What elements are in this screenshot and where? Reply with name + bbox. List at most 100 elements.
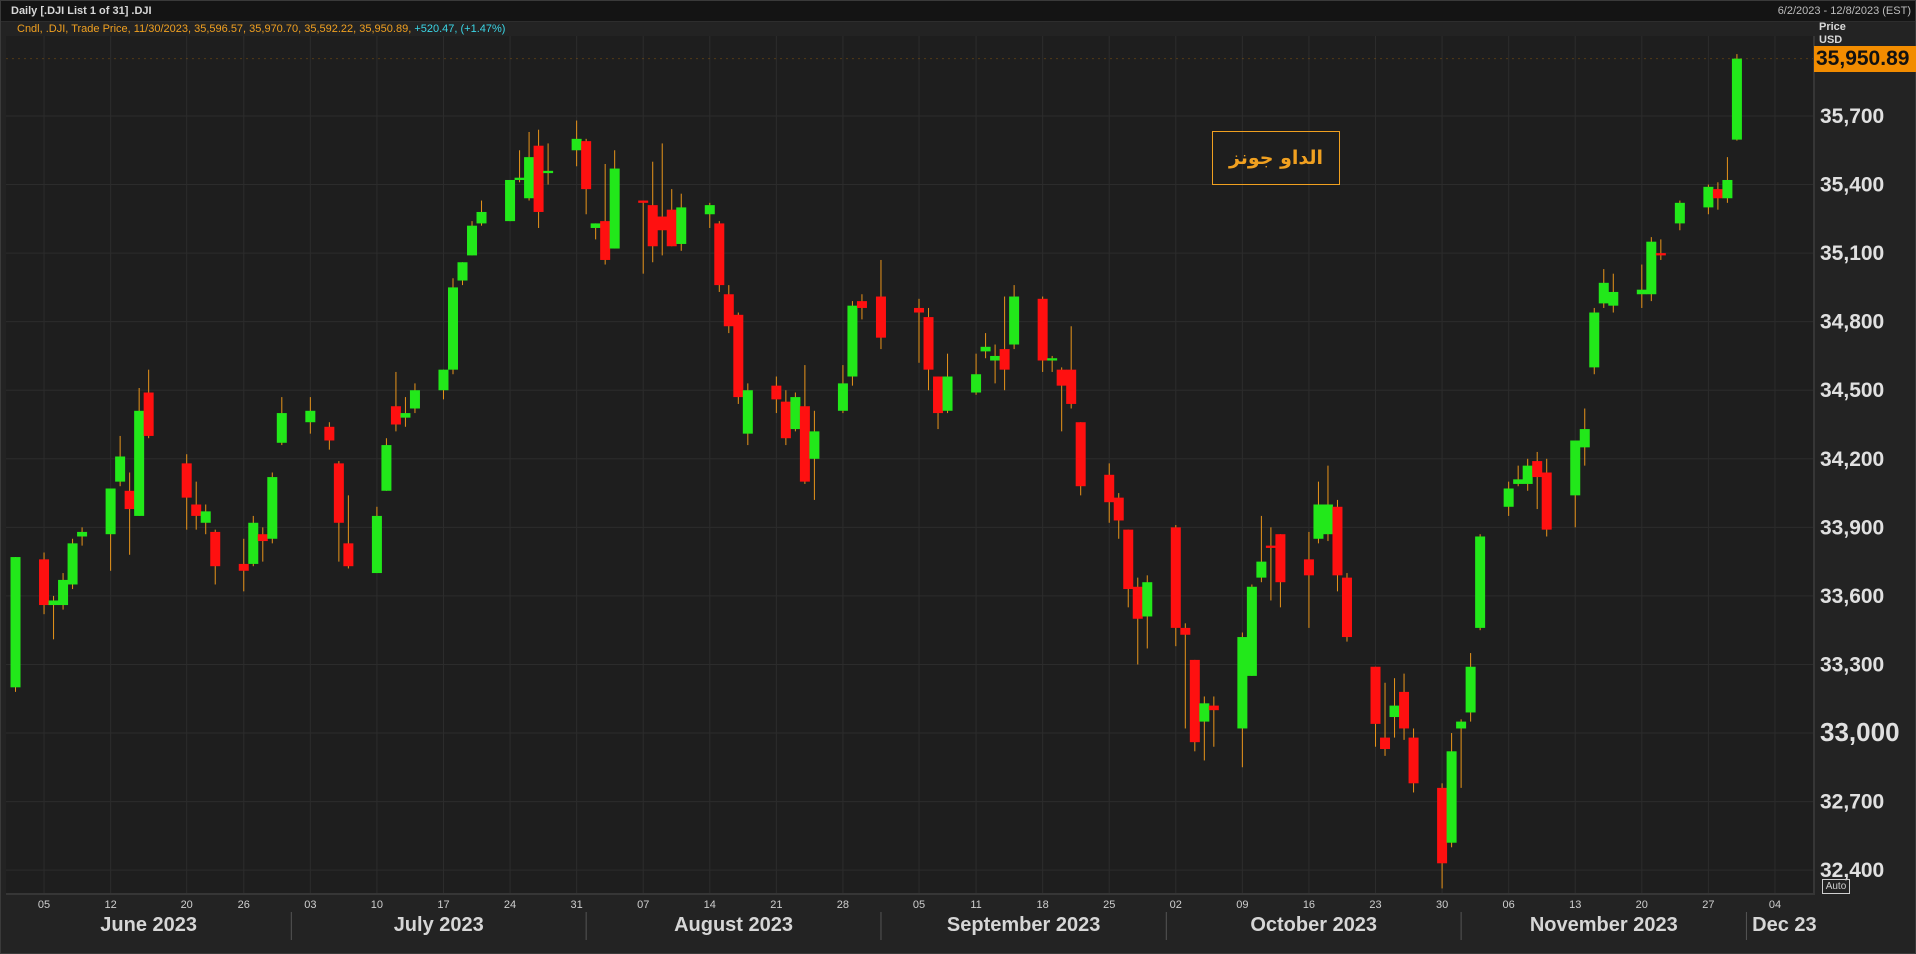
day-tick-label: 20 [1636,899,1648,911]
candle-up [990,355,1001,361]
candle-down [914,307,925,313]
day-tick-label: 09 [1236,899,1248,911]
candle-up [676,207,687,244]
day-tick-label: 27 [1702,899,1714,911]
candle-down [1265,545,1276,548]
day-tick-label: 13 [1569,899,1581,911]
day-tick-label: 25 [1103,899,1115,911]
month-label: July 2023 [394,914,484,936]
candle-up [790,397,801,430]
candle-down [1132,586,1143,619]
price-tick-label: 33,600 [1820,585,1884,608]
candle-up [942,376,953,411]
month-label: August 2023 [674,914,793,936]
candle-down [1399,691,1410,729]
candle-down [1056,369,1067,386]
candle-up [1322,504,1333,535]
candle-up [1313,504,1324,539]
candle-down [714,223,725,286]
candle-up [1456,721,1467,729]
price-axis-unit: USD [1819,34,1843,46]
candle-down [638,200,649,203]
candle-up [1731,58,1742,140]
day-tick-label: 24 [504,899,516,911]
day-tick-label: 04 [1769,899,1781,911]
ohlc-legend: Cndl, .DJI, Trade Price, 11/30/2023, 35,… [17,23,505,35]
day-tick-label: 07 [637,899,649,911]
price-tick-label: 33,300 [1820,653,1884,676]
candle-up [1579,429,1590,448]
candle-down [1275,534,1286,583]
candle-up [1636,289,1647,295]
candle-down [210,531,221,567]
day-tick-label: 26 [238,899,250,911]
candle-up [48,600,59,606]
candle-down [1208,705,1219,711]
candle-up [438,369,449,391]
legend-ohlc-text: Cndl, .DJI, Trade Price, 11/30/2023, 35,… [17,23,412,35]
candle-up [1142,582,1153,617]
day-tick-label: 16 [1303,899,1315,911]
candle-down [1170,527,1181,628]
candle-up [1513,479,1524,484]
candle-down [600,221,611,260]
candle-up [200,511,211,523]
candle-up [248,522,259,564]
candle-down [1075,422,1086,487]
candle-up [1674,202,1685,224]
candle-up [590,223,601,228]
day-tick-label: 21 [770,899,782,911]
month-label: Dec 23 [1752,914,1817,936]
candle-down [1066,369,1077,404]
day-tick-label: 10 [371,899,383,911]
price-tick-label: 34,200 [1820,448,1884,471]
candle-down [771,385,782,400]
candle-up [1646,241,1657,295]
candle-down [780,401,791,439]
candle-down [533,145,544,212]
candle-up [67,543,78,585]
candle-down [191,504,202,516]
candle-down [343,543,354,567]
candle-up [1598,282,1609,304]
candle-down [1341,577,1352,638]
month-label: June 2023 [100,914,197,936]
candle-down [799,406,810,482]
candle-down [1332,506,1343,576]
legend-change-text: +520.47, (+1.47%) [414,23,506,35]
candle-down [238,563,249,571]
price-tick-label: 32,400 [1820,859,1884,882]
day-tick-label: 11 [970,899,981,911]
annotation-box[interactable]: الداو جونز [1212,131,1340,185]
day-tick-label: 17 [437,899,449,911]
candle-down [1037,298,1048,361]
candle-up [305,410,316,423]
price-axis-header: Price USD [1819,21,1846,47]
candle-up [704,205,715,215]
auto-scale-button[interactable]: Auto [1822,879,1850,894]
candle-up [980,346,991,352]
candle-up [809,431,820,459]
candle-down [999,349,1010,370]
candle-down [1113,497,1124,521]
price-tick-label: 34,800 [1820,311,1884,334]
candle-up [571,138,582,151]
day-tick-label: 28 [837,899,849,911]
candle-down [1303,559,1314,576]
day-tick-label: 18 [1037,899,1049,911]
price-tick-label: 33,900 [1820,516,1884,539]
candle-down [1380,737,1391,750]
candle-up [971,374,982,393]
candle-down [647,205,658,247]
date-range: 6/2/2023 - 12/8/2023 (EST) [1777,5,1911,17]
candle-down [1437,787,1448,864]
candle-up [400,413,411,418]
candle-up [476,211,487,224]
candle-down [933,376,944,414]
candle-down [875,296,886,338]
candle-up [58,579,69,606]
price-tick-label: 34,500 [1820,379,1884,402]
candle-up [1589,312,1600,368]
candle-up [1465,666,1476,713]
